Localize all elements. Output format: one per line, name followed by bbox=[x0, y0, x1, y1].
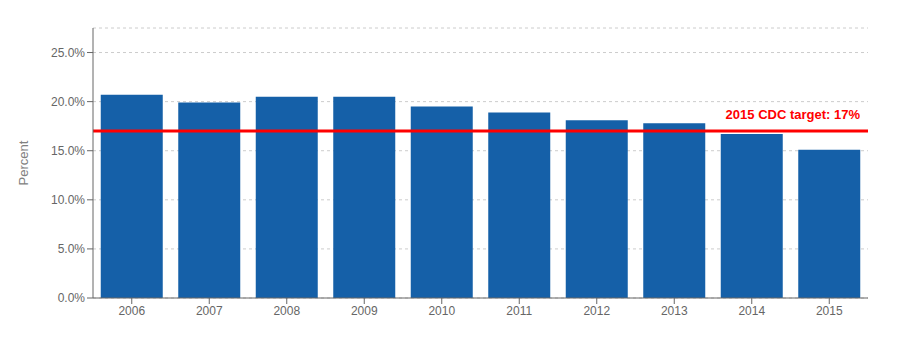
svg-text:2009: 2009 bbox=[351, 304, 378, 318]
svg-text:25.0%: 25.0% bbox=[51, 46, 85, 60]
svg-text:Percent: Percent bbox=[16, 140, 31, 185]
svg-text:2013: 2013 bbox=[661, 304, 688, 318]
svg-text:2015: 2015 bbox=[816, 304, 843, 318]
svg-text:2006: 2006 bbox=[118, 304, 145, 318]
svg-text:2007: 2007 bbox=[196, 304, 223, 318]
svg-text:10.0%: 10.0% bbox=[51, 193, 85, 207]
svg-text:2014: 2014 bbox=[738, 304, 765, 318]
svg-text:15.0%: 15.0% bbox=[51, 144, 85, 158]
svg-text:20.0%: 20.0% bbox=[51, 95, 85, 109]
svg-text:2008: 2008 bbox=[273, 304, 300, 318]
svg-text:2010: 2010 bbox=[428, 304, 455, 318]
svg-text:2012: 2012 bbox=[583, 304, 610, 318]
svg-text:5.0%: 5.0% bbox=[58, 242, 86, 256]
svg-text:2011: 2011 bbox=[506, 304, 532, 318]
svg-text:0.0%: 0.0% bbox=[58, 291, 86, 305]
svg-text:2015 CDC target: 17%: 2015 CDC target: 17% bbox=[726, 107, 861, 122]
